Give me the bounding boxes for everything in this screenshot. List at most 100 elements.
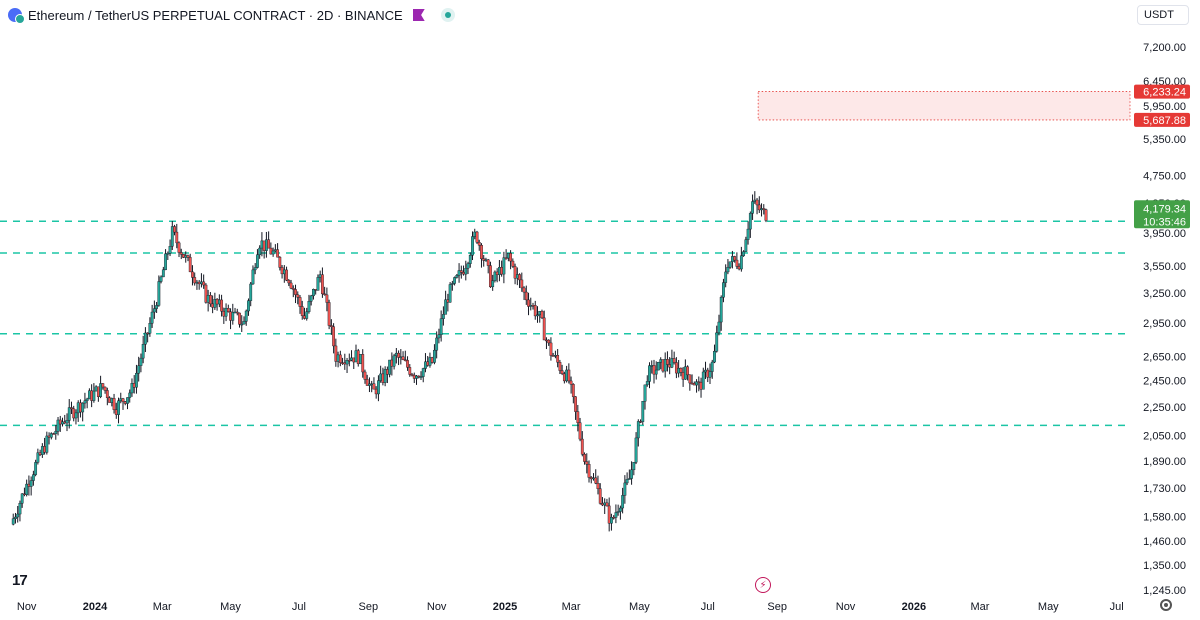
candle	[377, 380, 380, 395]
candle	[144, 332, 147, 345]
candle	[529, 305, 533, 307]
candle	[717, 321, 721, 333]
settings-gear-icon[interactable]	[1160, 599, 1172, 611]
y-tick-label: 5,950.00	[1143, 101, 1186, 113]
candle	[296, 294, 300, 298]
candle	[101, 383, 105, 388]
candle	[762, 208, 766, 210]
candle	[410, 374, 414, 376]
candle	[224, 308, 228, 317]
candle	[123, 401, 127, 404]
lightning-icon[interactable]: ⚡	[755, 577, 771, 593]
candle	[713, 351, 716, 363]
candle	[385, 369, 389, 375]
candle	[502, 257, 506, 275]
candle	[748, 213, 752, 230]
x-tick-label: Sep	[359, 601, 379, 613]
current-price-label: 4,179.34	[1143, 203, 1186, 215]
candle	[338, 354, 342, 363]
candle	[262, 240, 266, 251]
candle	[666, 359, 669, 365]
y-tick-label: 2,250.00	[1143, 402, 1186, 414]
symbol-title[interactable]: Ethereum / TetherUS PERPETUAL CONTRACT ·…	[28, 7, 403, 23]
candle	[137, 365, 141, 374]
candle	[574, 396, 577, 412]
zone-bottom-label: 5,687.88	[1143, 115, 1186, 127]
candle	[150, 311, 154, 324]
y-tick-label: 3,550.00	[1143, 261, 1186, 273]
candle	[108, 397, 111, 403]
candle	[285, 269, 288, 281]
candle	[462, 272, 465, 275]
candle	[20, 493, 24, 504]
y-tick-label: 3,950.00	[1143, 228, 1186, 240]
candle	[580, 438, 584, 455]
candle	[226, 308, 230, 312]
candle	[294, 289, 297, 295]
x-tick-label: May	[220, 601, 241, 613]
x-tick-label: Nov	[17, 601, 37, 613]
candle	[289, 282, 293, 289]
candle	[605, 502, 609, 507]
candle	[99, 383, 103, 397]
candle	[383, 369, 387, 383]
candle	[692, 383, 696, 386]
zone-top-label: 6,233.24	[1143, 87, 1186, 99]
candle	[74, 412, 78, 419]
x-tick-label: 2026	[902, 601, 926, 613]
candle	[155, 305, 159, 309]
candle	[522, 287, 526, 293]
candle	[726, 266, 730, 273]
candle	[468, 255, 472, 264]
candle	[269, 247, 273, 255]
candle	[166, 253, 170, 255]
candle	[222, 310, 226, 317]
candle	[220, 299, 223, 312]
candle	[117, 400, 120, 415]
candle	[731, 256, 734, 262]
candle	[701, 371, 705, 390]
candle	[663, 359, 667, 372]
x-tick-label: May	[629, 601, 650, 613]
candle	[148, 323, 152, 334]
candle	[336, 354, 340, 362]
candle	[455, 275, 459, 278]
candle	[614, 512, 618, 518]
candle	[157, 281, 161, 306]
candle	[601, 503, 604, 506]
candle	[323, 293, 327, 296]
candle	[576, 411, 580, 423]
candle	[397, 352, 400, 358]
currency-selector[interactable]: USDT	[1137, 5, 1189, 25]
candle	[231, 312, 235, 321]
tradingview-logo-icon[interactable]: 17	[12, 572, 28, 589]
flag-icon[interactable]	[412, 9, 425, 21]
candle	[390, 359, 394, 367]
candle	[583, 454, 586, 462]
candle	[757, 204, 761, 211]
candle	[309, 295, 313, 302]
candle	[244, 310, 248, 322]
candle	[654, 369, 658, 375]
candle	[238, 312, 241, 325]
candle	[728, 261, 732, 268]
candle	[56, 419, 60, 432]
candle	[603, 502, 607, 506]
x-tick-label: Nov	[836, 601, 856, 613]
candle	[43, 446, 46, 453]
candle	[482, 258, 486, 261]
candle	[630, 469, 633, 479]
y-tick-label: 5,350.00	[1143, 134, 1186, 146]
candle	[424, 361, 427, 369]
candle	[513, 266, 517, 279]
candle	[365, 379, 369, 386]
candle	[672, 358, 676, 363]
candle	[146, 332, 150, 335]
candle	[392, 355, 396, 367]
candle	[509, 253, 513, 262]
candle	[641, 401, 645, 422]
candle	[300, 306, 304, 316]
candle	[128, 392, 132, 398]
candle	[558, 362, 562, 371]
